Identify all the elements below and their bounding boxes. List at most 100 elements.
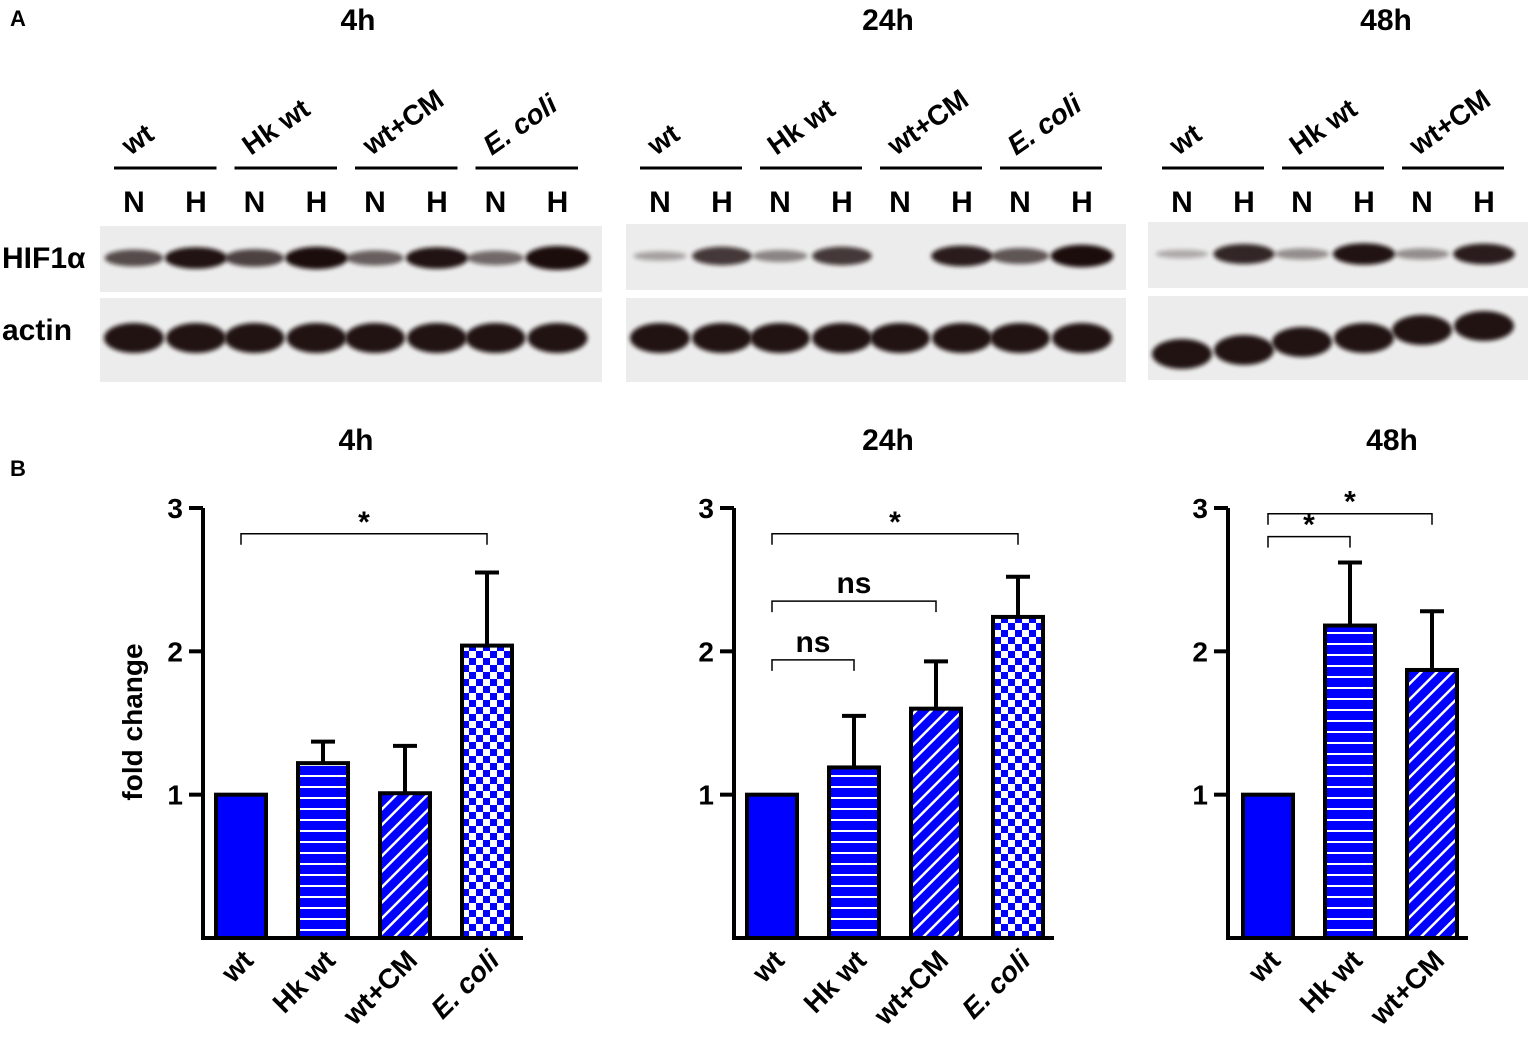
hif1a-band bbox=[931, 245, 993, 267]
group-label: wt bbox=[641, 118, 685, 162]
actin-band bbox=[1214, 335, 1274, 365]
significance-bracket bbox=[771, 533, 1019, 545]
hif1a-band bbox=[1332, 243, 1396, 265]
bar bbox=[1323, 623, 1377, 940]
lane-label: H bbox=[1473, 186, 1495, 219]
actin-band bbox=[286, 323, 347, 353]
bar bbox=[460, 643, 514, 940]
actin-band bbox=[224, 323, 285, 353]
group-label: E. coli bbox=[477, 88, 563, 161]
blot-panel-4h: 4h wt N H Hk wt N Hwt+CM N H E. coli N H bbox=[100, 4, 602, 382]
hif1a-band bbox=[1453, 243, 1515, 265]
hif1a-band bbox=[1213, 244, 1275, 264]
x-category-label: wt bbox=[1242, 944, 1287, 989]
y-tick-label: 2 bbox=[167, 636, 183, 667]
hif1a-band bbox=[346, 250, 404, 266]
actin-band bbox=[990, 323, 1050, 353]
y-tick-label: 2 bbox=[698, 636, 714, 667]
actin-band bbox=[1152, 339, 1212, 369]
significance-label: * bbox=[358, 506, 370, 539]
x-category-label: Hk wt bbox=[1294, 944, 1369, 1019]
group-label: wt+CM bbox=[881, 83, 974, 161]
actin-band bbox=[1392, 315, 1452, 345]
lane-label: H bbox=[185, 186, 207, 219]
actin-band bbox=[1454, 311, 1514, 341]
lane-label: H bbox=[306, 186, 328, 219]
bar bbox=[1405, 667, 1459, 940]
chart-title: 4h bbox=[338, 424, 373, 457]
actin-band bbox=[1272, 327, 1332, 357]
hif1a-band bbox=[525, 246, 590, 270]
group-label: wt bbox=[1163, 118, 1207, 162]
bar bbox=[827, 765, 881, 941]
actin-band bbox=[750, 323, 810, 353]
y-tick-label: 3 bbox=[1192, 493, 1208, 524]
actin-band bbox=[932, 323, 992, 353]
lane-label: N bbox=[1291, 186, 1313, 219]
actin-band bbox=[630, 323, 690, 353]
hif1a-band bbox=[752, 250, 808, 262]
hif1a-band bbox=[1394, 248, 1450, 260]
significance-label: ns bbox=[795, 626, 830, 659]
group-label: Hk wt bbox=[1284, 93, 1363, 161]
y-tick-label: 2 bbox=[1192, 636, 1208, 667]
significance-bracket bbox=[240, 533, 488, 545]
hif1a-band bbox=[467, 250, 524, 266]
hif1a-band bbox=[405, 247, 469, 269]
hif1a-band bbox=[1155, 249, 1209, 259]
y-tick-label: 1 bbox=[167, 780, 183, 811]
hif1a-band bbox=[224, 249, 285, 267]
group-label: wt+CM bbox=[356, 83, 449, 161]
x-category-label: E. coli bbox=[956, 943, 1037, 1024]
lane-label: N bbox=[485, 186, 507, 219]
hif1a-band bbox=[164, 247, 228, 269]
hif1a-band bbox=[991, 248, 1049, 264]
lane-label: H bbox=[951, 186, 973, 219]
lane-label: H bbox=[1071, 186, 1093, 219]
x-category-label: E. coli bbox=[425, 943, 506, 1024]
row-label-actin: actin bbox=[2, 314, 72, 347]
bar bbox=[745, 792, 799, 941]
x-category-label: wt+CM bbox=[1363, 944, 1450, 1031]
actin-band bbox=[345, 323, 405, 353]
lane-label: N bbox=[1009, 186, 1031, 219]
lane-label: H bbox=[1353, 186, 1375, 219]
lane-label: N bbox=[123, 186, 145, 219]
x-category-label: Hk wt bbox=[798, 944, 873, 1019]
chart-title: 48h bbox=[1366, 424, 1418, 457]
hif1a-band bbox=[1274, 248, 1330, 260]
lane-label: H bbox=[1233, 186, 1255, 219]
actin-band bbox=[692, 323, 752, 353]
actin-band bbox=[465, 323, 526, 353]
blot-time-title: 4h bbox=[340, 4, 375, 37]
y-tick-label: 3 bbox=[167, 493, 183, 524]
actin-band bbox=[104, 323, 164, 353]
lane-label: N bbox=[889, 186, 911, 219]
hif1a-band bbox=[1050, 244, 1114, 268]
lane-label: N bbox=[244, 186, 266, 219]
lane-label: H bbox=[547, 186, 569, 219]
group-label: wt bbox=[115, 118, 159, 162]
bar bbox=[214, 792, 268, 941]
actin-band bbox=[527, 323, 588, 353]
panel-letter-a: A bbox=[10, 6, 26, 31]
actin-band bbox=[870, 323, 930, 353]
significance-bracket bbox=[1267, 512, 1433, 525]
actin-band bbox=[1334, 323, 1394, 353]
y-tick-label: 3 bbox=[698, 493, 714, 524]
significance-label: * bbox=[889, 506, 901, 539]
hif1a-band bbox=[812, 246, 872, 266]
group-label: E. coli bbox=[1002, 88, 1088, 161]
lane-label: N bbox=[1411, 186, 1433, 219]
significance-bracket bbox=[1267, 535, 1351, 548]
group-label: Hk wt bbox=[762, 93, 841, 161]
actin-band bbox=[812, 323, 872, 353]
x-category-label: wt bbox=[746, 944, 791, 989]
actin-band bbox=[166, 323, 226, 353]
lane-label: N bbox=[649, 186, 671, 219]
hif1a-band bbox=[692, 246, 752, 266]
chart-title: 24h bbox=[862, 424, 914, 457]
